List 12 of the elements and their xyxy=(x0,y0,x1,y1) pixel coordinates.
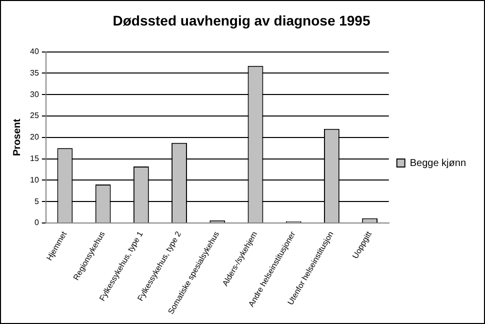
y-tick-label: 30 xyxy=(30,90,40,99)
y-axis-title: Prosent xyxy=(12,118,23,156)
y-tick-label: 15 xyxy=(30,154,40,163)
y-tick-label: 40 xyxy=(30,47,40,56)
chart-title: Dødssted uavhengig av diagnose 1995 xyxy=(112,12,370,28)
legend-label: Begge kjønn xyxy=(410,158,466,169)
y-tick-label: 10 xyxy=(30,175,40,184)
y-tick-label: 25 xyxy=(30,111,40,120)
y-tick-label: 0 xyxy=(34,218,40,228)
y-tick-label: 20 xyxy=(30,132,40,142)
y-tick-label: 5 xyxy=(34,196,40,206)
y-tick-label: 35 xyxy=(30,68,40,78)
